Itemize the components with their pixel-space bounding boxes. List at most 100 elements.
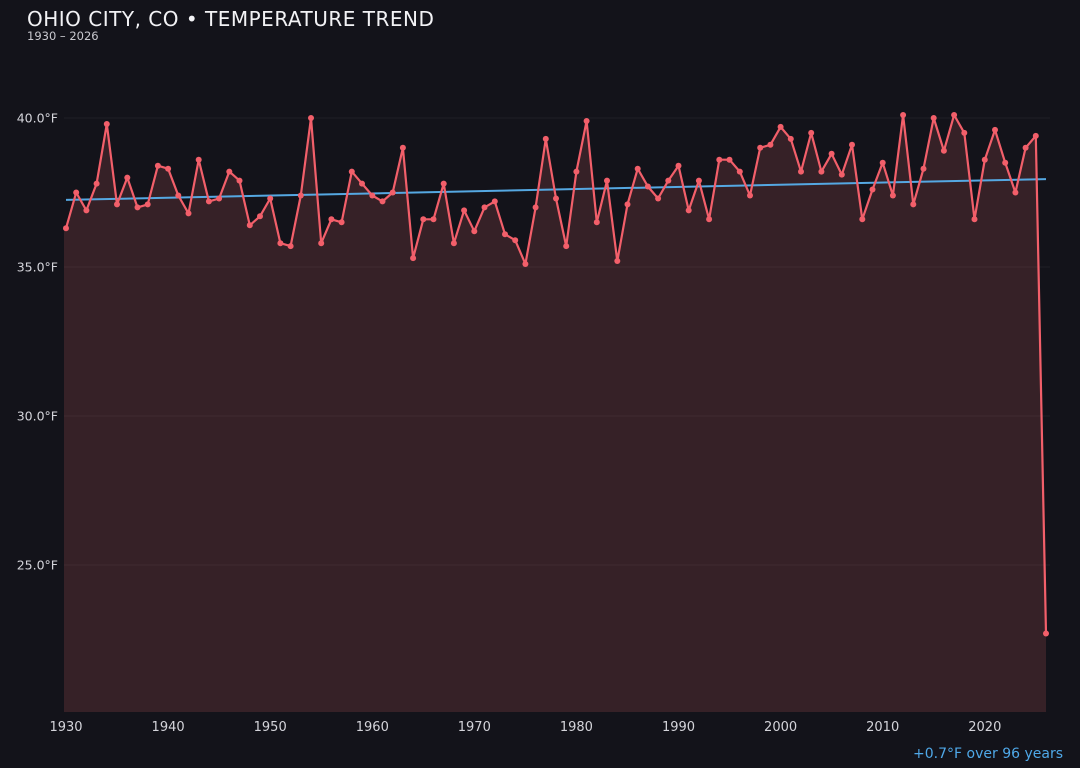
data-point	[124, 174, 131, 181]
data-point	[981, 156, 988, 163]
data-point	[961, 129, 968, 136]
y-axis-tick-label: 35.0°F	[17, 260, 58, 275]
x-axis-tick-label: 1950	[254, 720, 287, 735]
trend-annotation: +0.7°F over 96 years	[913, 746, 1063, 762]
data-point	[236, 177, 243, 184]
data-point	[757, 144, 764, 151]
data-point	[63, 225, 69, 232]
data-point	[165, 165, 172, 172]
x-axis-tick-label: 1990	[662, 720, 695, 735]
data-point	[410, 255, 417, 262]
data-point	[930, 115, 937, 121]
data-point	[103, 121, 110, 127]
temperature-area-fill	[64, 115, 1046, 712]
data-point	[634, 165, 641, 172]
x-axis-tick-label: 2000	[764, 720, 797, 735]
data-point	[859, 216, 866, 223]
data-point	[563, 243, 570, 250]
data-point	[512, 237, 519, 244]
data-point	[685, 207, 692, 214]
data-point	[553, 195, 559, 202]
data-point	[195, 156, 202, 163]
data-point	[205, 198, 212, 205]
data-point	[134, 204, 141, 211]
data-point	[93, 180, 100, 187]
data-point	[532, 204, 539, 211]
data-point	[114, 201, 120, 208]
data-point	[593, 219, 600, 226]
data-point	[440, 180, 447, 187]
data-point	[1012, 189, 1019, 196]
data-point	[277, 240, 284, 247]
data-point	[828, 150, 835, 157]
data-point	[450, 240, 457, 247]
data-point	[1022, 144, 1029, 151]
data-point	[614, 258, 621, 264]
data-point	[716, 156, 723, 163]
data-point	[910, 201, 917, 208]
data-point	[328, 216, 335, 223]
data-point	[338, 219, 345, 226]
data-point	[889, 192, 896, 199]
data-point	[573, 168, 580, 175]
data-point	[787, 135, 794, 142]
data-point	[430, 216, 437, 223]
data-point	[604, 177, 610, 184]
data-point	[144, 201, 151, 208]
data-point	[695, 177, 702, 184]
data-point	[175, 192, 182, 199]
data-point	[920, 165, 927, 172]
data-point	[399, 144, 406, 151]
data-point	[818, 168, 825, 175]
data-point	[747, 192, 753, 199]
data-point	[1002, 159, 1009, 166]
data-point	[491, 198, 498, 205]
data-point	[502, 231, 508, 238]
x-axis-tick-label: 1940	[152, 720, 185, 735]
page-title: OHIO CITY, CO • TEMPERATURE TREND	[27, 7, 435, 31]
data-point	[542, 135, 549, 142]
data-point	[655, 195, 662, 202]
data-point	[665, 177, 672, 184]
data-point	[226, 168, 233, 175]
x-axis-tick-label: 2020	[968, 720, 1001, 735]
y-axis-tick-label: 30.0°F	[17, 409, 58, 424]
data-point	[267, 195, 274, 202]
trend-line	[65, 178, 1047, 201]
data-point	[308, 115, 314, 121]
data-point	[83, 207, 90, 214]
data-point	[471, 228, 478, 235]
data-point	[481, 204, 488, 211]
data-point	[185, 210, 192, 217]
data-point	[348, 168, 355, 175]
data-point	[726, 156, 733, 163]
data-point	[900, 112, 907, 118]
data-point	[420, 216, 427, 223]
data-point	[389, 189, 396, 196]
data-point	[951, 112, 958, 118]
data-point	[73, 189, 80, 196]
data-point	[624, 201, 631, 208]
data-point	[257, 213, 263, 220]
data-point	[379, 198, 386, 205]
data-point	[808, 129, 815, 136]
data-point	[706, 216, 713, 223]
data-point	[849, 141, 855, 148]
x-axis-tick-label: 2010	[866, 720, 899, 735]
data-point	[992, 126, 998, 133]
data-point	[675, 162, 682, 169]
data-point	[297, 192, 304, 199]
data-point	[522, 261, 529, 267]
data-point	[869, 186, 876, 193]
data-point	[583, 118, 590, 124]
data-point	[246, 222, 253, 229]
data-point	[838, 171, 845, 178]
data-point	[1032, 132, 1039, 139]
data-point	[940, 147, 947, 154]
x-axis-tick-label: 1970	[458, 720, 491, 735]
data-point	[1043, 630, 1049, 637]
data-point	[461, 207, 468, 214]
data-point	[971, 216, 978, 223]
